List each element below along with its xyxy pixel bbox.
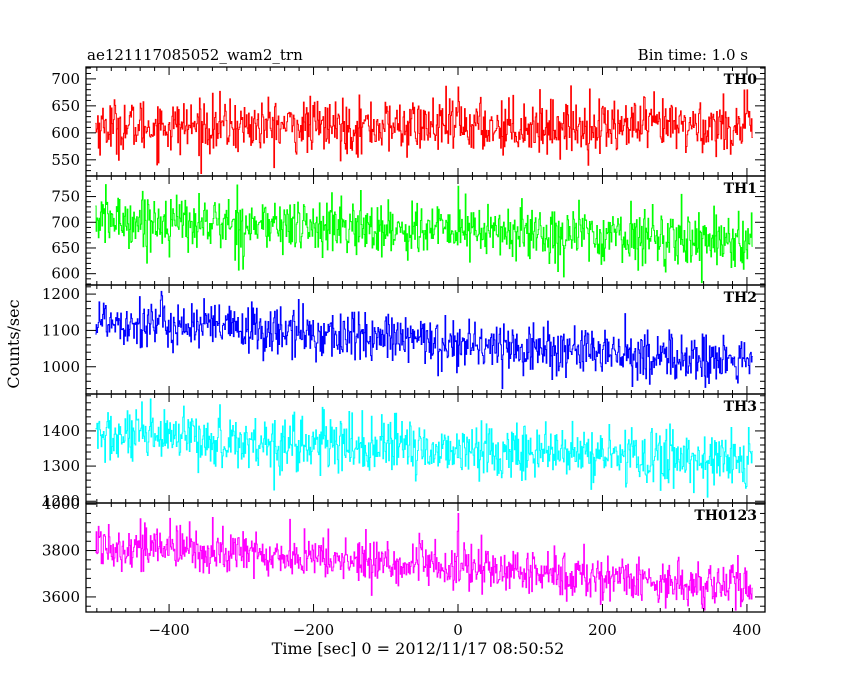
y-axis-title: Counts/sec bbox=[4, 299, 23, 388]
panel-label-th2: TH2 bbox=[724, 290, 757, 306]
panel-label-th0123: TH0123 bbox=[694, 508, 757, 524]
y-tick-label-th0123: 3600 bbox=[42, 588, 80, 606]
series-th0 bbox=[95, 85, 753, 175]
y-tick-label-th1: 650 bbox=[51, 239, 80, 257]
y-tick-label-th3: 1300 bbox=[42, 457, 80, 475]
y-tick-label-th0123: 4000 bbox=[42, 495, 80, 513]
x-axis-title: Time [sec] 0 = 2012/11/17 08:50:52 bbox=[272, 639, 565, 658]
frame-layer bbox=[85, 66, 766, 613]
y-tick-label-th3: 1200 bbox=[42, 492, 80, 510]
y-tick-label-th2: 1200 bbox=[42, 285, 80, 303]
panel-label-th0: TH0 bbox=[724, 72, 758, 88]
series-th2 bbox=[95, 290, 753, 390]
series-th1 bbox=[95, 184, 753, 284]
x-tick-label: 200 bbox=[588, 621, 617, 639]
y-tick-label-th1: 700 bbox=[51, 213, 80, 231]
y-tick-label-th0: 550 bbox=[51, 151, 80, 169]
panel-label-th1: TH1 bbox=[724, 181, 757, 197]
y-tick-label-th2: 1100 bbox=[42, 321, 80, 339]
y-tick-label-th0123: 3800 bbox=[42, 542, 80, 560]
panel-label-th3: TH3 bbox=[724, 399, 757, 415]
y-tick-label-th3: 1400 bbox=[42, 422, 80, 440]
y-tick-label-th2: 1000 bbox=[42, 358, 80, 376]
y-tick-label-th0: 600 bbox=[51, 124, 80, 142]
x-tick-label: 0 bbox=[453, 621, 463, 639]
x-tick-label: −400 bbox=[148, 621, 189, 639]
y-tick-label-th1: 750 bbox=[51, 188, 80, 206]
y-tick-label-th1: 600 bbox=[51, 265, 80, 283]
bin-time-label: Bin time: 1.0 s bbox=[638, 46, 748, 64]
series-th3 bbox=[95, 398, 753, 498]
x-tick-label: 400 bbox=[733, 621, 762, 639]
chart-title: ae121117085052_wam2_trn bbox=[87, 46, 303, 64]
x-tick-label: −200 bbox=[293, 621, 334, 639]
y-tick-label-th0: 700 bbox=[51, 70, 80, 88]
series-layer bbox=[95, 85, 753, 611]
panel-frame-th0123 bbox=[85, 502, 766, 613]
label-layer: ae121117085052_wam2_trn Bin time: 1.0 s … bbox=[4, 46, 761, 658]
y-tick-label-th0: 650 bbox=[51, 97, 80, 115]
series-th0123 bbox=[95, 512, 753, 611]
